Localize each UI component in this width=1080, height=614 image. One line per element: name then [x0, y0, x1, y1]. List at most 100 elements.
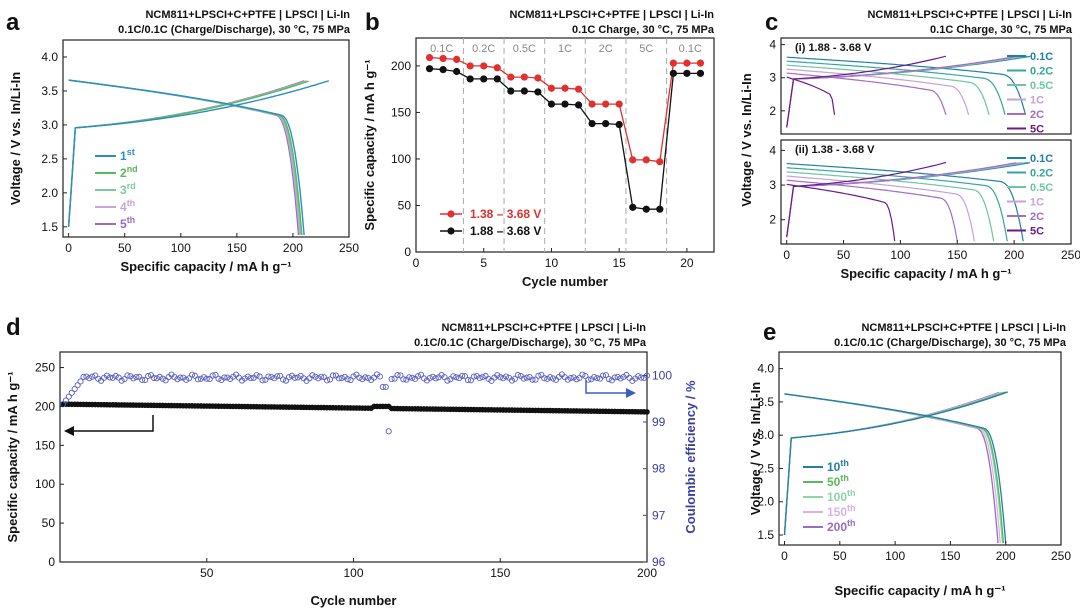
- capacity-point: [644, 409, 650, 415]
- legend-label-50: 50th: [827, 473, 849, 489]
- y-axis-label: Voltage / V vs. In/Li-In: [748, 382, 763, 515]
- panel-d-y2-tick-label: 98: [652, 462, 666, 476]
- panel-letter: d: [6, 314, 21, 341]
- data-point: [602, 100, 610, 108]
- data-point: [439, 54, 447, 63]
- panel-e-curves: [783, 391, 1009, 544]
- panel-e-x-tick-label: 150: [940, 549, 960, 563]
- subplot-label: (i) 1.88 - 3.68 V: [795, 42, 872, 54]
- data-point: [520, 73, 528, 81]
- efficiency-point: [397, 372, 404, 379]
- efficiency-point: [417, 371, 425, 378]
- data-point: [425, 53, 434, 62]
- efficiency-point: [83, 373, 90, 380]
- legend-label: 5C: [1030, 124, 1044, 136]
- data-point: [696, 69, 705, 77]
- panel-c-x-tick-label: 100: [890, 248, 910, 262]
- legend-label: 2C: [1030, 109, 1044, 121]
- efficiency-point: [224, 374, 231, 381]
- efficiency-point: [409, 374, 416, 381]
- data-point: [615, 100, 623, 108]
- x-axis-label: Specific capacity / mA h g⁻¹: [120, 259, 291, 274]
- efficiency-point: [315, 375, 322, 382]
- panel-e-x-tick-label: 50: [833, 549, 847, 563]
- efficiency-point: [614, 373, 621, 380]
- data-point: [480, 75, 488, 83]
- data-point: [696, 59, 705, 67]
- discharge-curve: [786, 179, 958, 242]
- rate-label: 5C: [639, 43, 653, 55]
- series-1: [425, 65, 705, 213]
- efficiency-point: [444, 377, 451, 384]
- efficiency-point: [259, 377, 266, 384]
- efficiency-point: [635, 373, 642, 380]
- efficiency-point: [174, 376, 181, 383]
- efficiency-point: [476, 374, 483, 382]
- panel-d-x-tick-label: 200: [637, 566, 657, 580]
- efficiency-point: [294, 374, 301, 381]
- data-point: [534, 88, 542, 96]
- efficiency-point: [71, 385, 78, 393]
- y2-axis-label: Coulombic efficiency / %: [683, 380, 698, 534]
- legend-label: 0.1C: [1030, 51, 1053, 63]
- panel-c-y0-tick-label: 2: [769, 104, 776, 118]
- discharge-curve-50: [784, 393, 1005, 544]
- panel-c-x-tick-label: 50: [837, 248, 851, 262]
- efficiency-point: [500, 375, 507, 382]
- data-point: [493, 64, 501, 72]
- panel-d-y-tick-label: 50: [42, 516, 56, 530]
- legend-label-150: 150th: [827, 503, 856, 519]
- series-line: [429, 56, 701, 163]
- efficiency-point: [532, 376, 539, 383]
- data-point: [656, 205, 664, 213]
- y-axis-label: Voltage / V vs. In/Li-In: [8, 72, 23, 205]
- efficiency-point: [312, 373, 319, 380]
- efficiency-point: [147, 372, 155, 379]
- panel-a-x-tick-label: 200: [283, 241, 303, 255]
- efficiency-point: [567, 374, 574, 382]
- charge-curve: [786, 55, 1022, 128]
- efficiency-point: [80, 373, 87, 380]
- efficiency-point: [142, 376, 149, 384]
- data-point: [669, 59, 677, 67]
- panel-d-y2-tick-label: 100: [652, 368, 672, 382]
- efficiency-point: [256, 373, 263, 380]
- efficiency-point: [350, 373, 357, 380]
- legend-label: 0.5C: [1030, 80, 1053, 92]
- charge-curve-5: [67, 80, 305, 227]
- panel-c-frame-0: [780, 37, 1072, 135]
- panel-subtitle: 0.1C/0.1C (Charge/Discharge), 30 °C, 75 …: [834, 337, 1067, 349]
- data-point: [493, 75, 501, 83]
- efficiency-point: [253, 372, 260, 379]
- data-point: [507, 73, 515, 81]
- data-point: [466, 62, 474, 70]
- y-axis-label: Specific capacity / mA h g⁻¹: [5, 371, 20, 542]
- efficiency-point: [106, 374, 113, 381]
- panel-d-frame: [59, 351, 648, 563]
- efficiency-point: [183, 376, 190, 383]
- panel-letter: c: [765, 9, 778, 36]
- panel-c-x-tick-label: 150: [947, 248, 967, 262]
- data-point: [480, 62, 488, 70]
- legend-label: 0.1C: [1030, 153, 1053, 165]
- efficiency-point: [124, 372, 131, 379]
- efficiency-point: [338, 374, 345, 382]
- efficiency-point: [400, 376, 407, 383]
- discharge-curve: [786, 175, 975, 242]
- efficiency-point: [626, 374, 633, 381]
- efficiency-point: [209, 372, 216, 379]
- efficiency-point: [605, 375, 612, 383]
- data-point: [656, 158, 664, 166]
- y-axis-label: Voltage / V vs. In/Li-In: [739, 73, 754, 206]
- efficiency-point: [212, 371, 219, 378]
- panel-d-y-tick-label: 0: [48, 555, 55, 569]
- data-point: [642, 205, 650, 213]
- data-point: [683, 69, 691, 77]
- panel-title: NCM811+LPSCI+C+PTFE | LPSCI | Li-In: [509, 9, 714, 21]
- data-point: [507, 87, 515, 95]
- efficiency-point: [235, 374, 243, 381]
- panel-d-y-tick-label: 100: [35, 477, 55, 491]
- efficiency-point: [130, 375, 137, 382]
- efficiency-point: [529, 376, 536, 383]
